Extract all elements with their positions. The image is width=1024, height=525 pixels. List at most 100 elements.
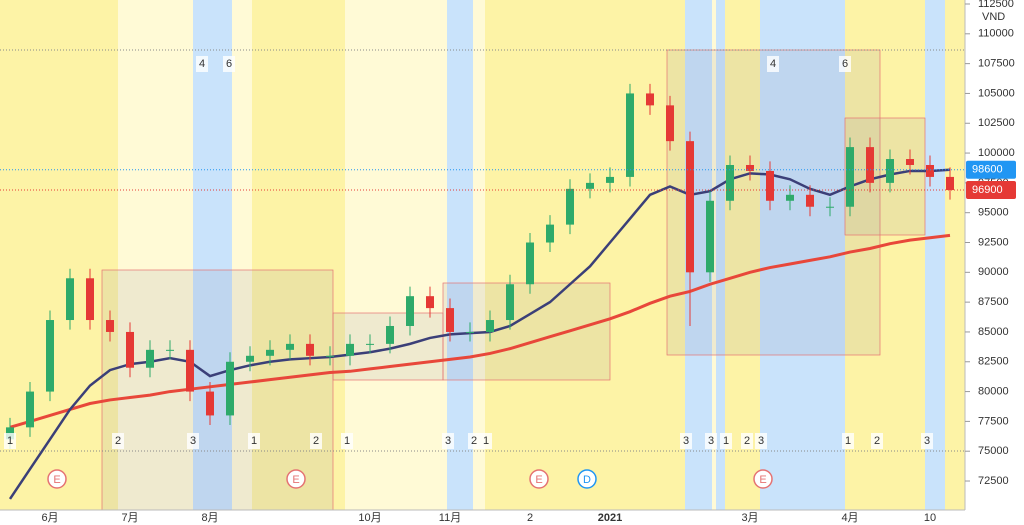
count-badge bbox=[4, 433, 16, 449]
candle-body bbox=[486, 320, 494, 332]
count-label: 3 bbox=[924, 435, 930, 447]
band bbox=[845, 0, 925, 510]
count-badge bbox=[871, 433, 883, 449]
candle-body bbox=[46, 320, 54, 392]
price-label: 96900 bbox=[972, 184, 1003, 196]
candle-body bbox=[746, 164, 754, 171]
candle-body bbox=[406, 296, 414, 326]
band bbox=[945, 0, 965, 510]
x-tick-label: 10月 bbox=[358, 512, 381, 524]
band bbox=[447, 0, 473, 510]
candle-body bbox=[646, 93, 654, 106]
candle-body bbox=[86, 278, 94, 321]
event-badge bbox=[753, 469, 773, 489]
candle-body bbox=[546, 224, 554, 243]
count-label: 2 bbox=[874, 435, 880, 447]
band bbox=[473, 0, 485, 510]
count-label: 4 bbox=[199, 58, 205, 70]
y-tick-label: 75000 bbox=[978, 445, 1009, 457]
band bbox=[0, 0, 118, 510]
count-badge bbox=[839, 56, 851, 72]
count-label: 1 bbox=[7, 435, 13, 447]
band bbox=[760, 0, 845, 510]
candle-body bbox=[426, 296, 434, 309]
y-tick-label: 105000 bbox=[978, 87, 1015, 99]
background-bands bbox=[0, 0, 965, 511]
y-tick-label: 92500 bbox=[978, 236, 1009, 248]
x-tick-label: 6月 bbox=[41, 512, 58, 524]
y-tick-label: 82500 bbox=[978, 356, 1009, 368]
band bbox=[716, 0, 725, 510]
event-label: E bbox=[759, 474, 766, 486]
count-label: 2 bbox=[744, 435, 750, 447]
y-tick-label: 100000 bbox=[978, 147, 1015, 159]
count-badge bbox=[755, 433, 767, 449]
candle-body bbox=[866, 147, 874, 183]
candle-body bbox=[206, 391, 214, 416]
candle-body bbox=[146, 349, 154, 368]
count-badge bbox=[921, 433, 933, 449]
x-tick-label: 8月 bbox=[201, 512, 218, 524]
candle-body bbox=[246, 355, 254, 362]
candle-body bbox=[626, 93, 634, 177]
count-badge bbox=[223, 56, 235, 72]
candle-body bbox=[386, 325, 394, 344]
count-badge bbox=[442, 433, 454, 449]
count-label: 3 bbox=[445, 435, 451, 447]
candle-body bbox=[726, 164, 734, 201]
x-tick-label: 11月 bbox=[439, 512, 461, 524]
count-label: 1 bbox=[723, 435, 729, 447]
y-tick-label: 77500 bbox=[978, 415, 1009, 427]
count-badge bbox=[705, 433, 717, 449]
price-badge bbox=[966, 181, 1016, 200]
count-badge bbox=[767, 56, 779, 72]
count-badge bbox=[720, 433, 732, 449]
candle-body bbox=[226, 361, 234, 416]
candle-body bbox=[786, 194, 794, 201]
y-unit: VND bbox=[982, 11, 1005, 23]
candle-body bbox=[466, 331, 474, 333]
count-label: 1 bbox=[344, 435, 350, 447]
candle-body bbox=[166, 349, 174, 351]
candle-body bbox=[66, 278, 74, 321]
candle-body bbox=[506, 284, 514, 321]
price-label: 98600 bbox=[972, 164, 1003, 176]
count-badge bbox=[112, 433, 124, 449]
event-label: E bbox=[292, 474, 299, 486]
count-label: 1 bbox=[845, 435, 851, 447]
candle-body bbox=[826, 206, 834, 208]
candle-body bbox=[306, 343, 314, 356]
candle-body bbox=[886, 159, 894, 183]
candle-body bbox=[566, 188, 574, 225]
count-label: 3 bbox=[758, 435, 764, 447]
count-badge bbox=[741, 433, 753, 449]
count-badge bbox=[187, 433, 199, 449]
candle-body bbox=[906, 159, 914, 165]
y-tick-label: 112500 bbox=[978, 0, 1014, 10]
count-badge bbox=[680, 433, 692, 449]
count-badge bbox=[310, 433, 322, 449]
candle-body bbox=[946, 176, 954, 191]
band bbox=[118, 0, 193, 510]
event-badge bbox=[47, 469, 67, 489]
band bbox=[252, 0, 345, 510]
x-tick-label: 7月 bbox=[121, 512, 138, 524]
count-badge bbox=[248, 433, 260, 449]
count-label: 1 bbox=[251, 435, 257, 447]
count-label: 3 bbox=[683, 435, 689, 447]
band bbox=[485, 0, 685, 510]
y-tick-label: 72500 bbox=[978, 475, 1009, 487]
candle-body bbox=[186, 349, 194, 392]
count-label: 3 bbox=[190, 435, 196, 447]
x-tick-label: 4月 bbox=[841, 512, 858, 524]
moving-average bbox=[8, 168, 951, 500]
x-tick-label: 2 bbox=[527, 512, 533, 524]
candle-body bbox=[806, 194, 814, 207]
y-tick-label: 80000 bbox=[978, 385, 1009, 397]
count-label: 4 bbox=[770, 58, 776, 70]
count-badge bbox=[341, 433, 353, 449]
range-box bbox=[666, 49, 881, 356]
candle-body bbox=[106, 320, 114, 332]
count-label: 2 bbox=[471, 435, 477, 447]
